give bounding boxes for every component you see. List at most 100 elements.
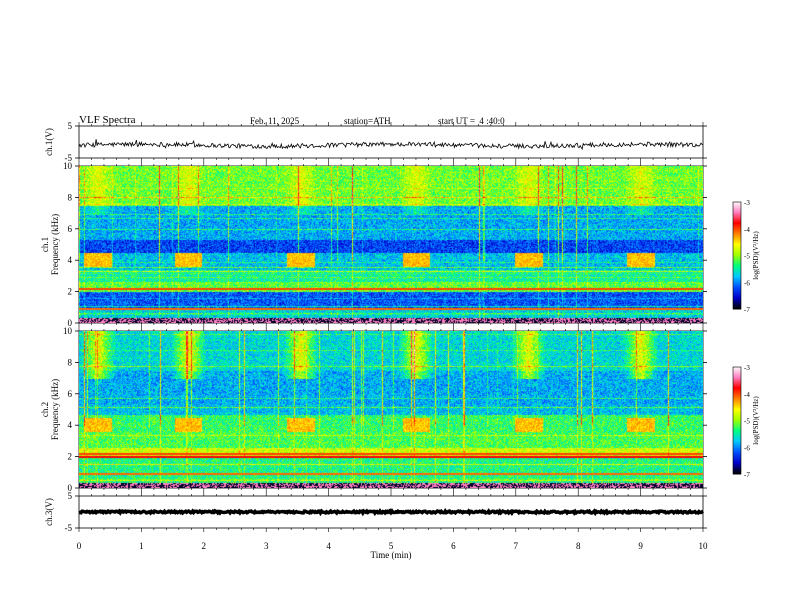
colorbar-cell — [733, 216, 741, 219]
colorbar-cell — [733, 422, 741, 425]
x-tick-label: 6 — [451, 541, 456, 551]
ch3-waveform-line — [78, 507, 704, 517]
y-tick-label: 5 — [68, 121, 73, 131]
colorbar-cell — [733, 271, 741, 274]
colorbar-cell — [733, 370, 741, 373]
y-tick-label: 4 — [68, 255, 73, 265]
colorbar-tick-label: -3 — [744, 199, 750, 207]
y-tick-label: 6 — [68, 224, 73, 234]
start-time-label: start UT = 4 :40:0 — [438, 116, 505, 126]
colorbar-cell — [733, 230, 741, 233]
colorbar-cell — [733, 465, 741, 468]
colorbar-cell — [733, 445, 741, 448]
colorbar-cell — [733, 377, 741, 380]
y-tick-label: 8 — [68, 357, 73, 367]
colorbar-cell — [733, 391, 741, 395]
colorbar-cell — [733, 466, 741, 470]
colorbar-cell — [733, 420, 741, 423]
ch3-waveform-ylabel: ch.3(V) — [44, 498, 54, 526]
colorbar-cell — [733, 402, 741, 405]
colorbar-cell — [733, 287, 741, 290]
colorbar-cell — [733, 307, 741, 310]
colorbar-frame — [732, 366, 742, 475]
y-tick-label: -5 — [65, 523, 73, 533]
colorbar-cell — [733, 210, 741, 214]
colorbar-cell — [733, 418, 741, 421]
colorbar-cell — [733, 294, 741, 298]
colorbar-cell — [733, 226, 741, 230]
colorbar-cell — [733, 209, 741, 212]
colorbar-cell — [733, 246, 741, 249]
colorbar-cell — [733, 214, 741, 217]
colorbar-cell — [733, 457, 741, 461]
colorbar-cell — [733, 292, 741, 296]
colorbar-cell — [733, 427, 741, 430]
ch2-spectrogram-ylabel-channel: ch.2 — [40, 402, 50, 417]
x-tick-label: 5 — [389, 541, 394, 551]
colorbar-cell — [733, 447, 741, 450]
colorbar-tick-label: -5 — [744, 418, 750, 426]
colorbar-cell — [733, 450, 741, 454]
colorbar-cell — [733, 225, 741, 228]
colorbar-tick-label: -3 — [744, 364, 750, 372]
colorbar-cell — [733, 291, 741, 294]
x-tick-label: 10 — [699, 541, 709, 551]
colorbar-cell — [733, 303, 741, 306]
station-label: station=ATH — [344, 116, 391, 126]
colorbar-cell — [733, 284, 741, 287]
y-tick-label: 5 — [68, 491, 73, 501]
colorbar-cell — [733, 282, 741, 285]
ch1-waveform-line — [78, 139, 704, 151]
x-tick-label: 8 — [576, 541, 581, 551]
colorbar-cell — [733, 260, 741, 264]
colorbar-cell — [733, 221, 741, 224]
y-tick-label: 10 — [63, 161, 73, 171]
colorbar-tick-label: -7 — [744, 471, 750, 479]
colorbar-cell — [733, 248, 741, 251]
colorbar-tick-label: -7 — [744, 306, 750, 314]
y-tick-label: 8 — [68, 192, 73, 202]
colorbar-cell — [733, 409, 741, 413]
colorbar-cell — [733, 235, 741, 239]
colorbar-cell — [733, 424, 741, 427]
colorbar-cell — [733, 386, 741, 389]
colorbar-cell — [733, 415, 741, 418]
colorbar-cell — [733, 278, 741, 281]
colorbar-cell — [733, 223, 741, 226]
colorbar-cell — [733, 275, 741, 278]
colorbar-label: log(PSD)(V²/Hz) — [752, 396, 760, 445]
colorbar-cell — [733, 218, 741, 221]
ch2-spectrogram-image — [79, 331, 703, 488]
x-tick-label: 7 — [514, 541, 519, 551]
colorbar-cell — [733, 374, 741, 377]
date-label: Feb. 11, 2025 — [250, 116, 300, 126]
y-tick-label: 2 — [68, 287, 73, 297]
colorbar-cell — [733, 388, 741, 391]
colorbar-cell — [733, 375, 741, 379]
colorbar-cell — [733, 202, 741, 205]
colorbar-cell — [733, 300, 741, 303]
colorbar-tick-label: -6 — [744, 444, 750, 452]
colorbar-cell — [733, 301, 741, 305]
colorbar-cell — [733, 280, 741, 283]
colorbar-cell — [733, 425, 741, 429]
colorbar-cell — [733, 397, 741, 400]
colorbar-cell — [733, 384, 741, 388]
colorbar-cell — [733, 390, 741, 393]
colorbar-cell — [733, 228, 741, 232]
colorbar-cell — [733, 399, 741, 402]
colorbar-cell — [733, 232, 741, 235]
colorbar-cell — [733, 431, 741, 434]
colorbar-cell — [733, 255, 741, 258]
colorbar-tick-label: -5 — [744, 253, 750, 261]
colorbar-cell — [733, 257, 741, 260]
colorbar-cell — [733, 296, 741, 299]
colorbar-cell — [733, 443, 741, 446]
colorbar-cell — [733, 264, 741, 267]
colorbar-cell — [733, 276, 741, 280]
colorbar-cell — [733, 406, 741, 409]
colorbar-cell — [733, 298, 741, 301]
y-tick-label: 6 — [68, 389, 73, 399]
colorbar-tick-label: -4 — [744, 391, 750, 399]
